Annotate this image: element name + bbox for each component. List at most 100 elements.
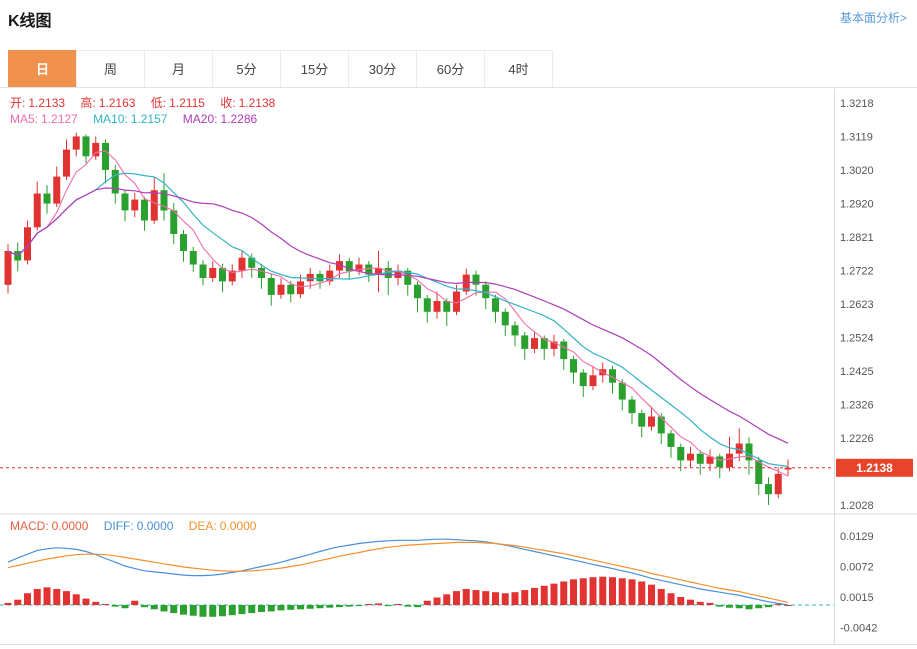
ma10-info: MA10: 1.2157: [93, 112, 167, 126]
dea-line: [7, 541, 789, 603]
candle-body: [687, 453, 694, 461]
price-tick: 1.2920: [840, 199, 874, 211]
macd-bar: [482, 591, 490, 606]
candle-body: [355, 264, 363, 272]
macd-bar: [375, 603, 382, 606]
macd-bar: [618, 578, 626, 606]
macd-bar: [511, 592, 519, 606]
macd-bar: [199, 605, 207, 617]
candle-body: [540, 338, 548, 349]
candle-body: [121, 193, 129, 211]
macd-bar: [160, 605, 168, 612]
candle-body: [170, 210, 178, 234]
candle-body: [33, 193, 41, 228]
macd-bar: [394, 603, 402, 606]
candle-body: [657, 416, 665, 434]
candle-body: [745, 443, 753, 461]
macd-bar: [638, 581, 646, 606]
macd-bar: [141, 605, 148, 608]
candle-body: [316, 273, 324, 282]
price-tick: 1.2028: [840, 500, 874, 512]
candle-body: [726, 453, 733, 468]
dea-value: 0.0000: [219, 519, 257, 533]
ma20-line: [7, 187, 789, 444]
macd-bar: [784, 605, 792, 607]
macd-bar: [33, 588, 41, 606]
macd-bar: [355, 605, 363, 607]
candle-body: [531, 338, 538, 349]
chart-area: 1.3218 1.3119 1.3020 1.2920 1.2821 1.2722 1.26…: [0, 89, 917, 649]
macd-bar: [316, 605, 324, 609]
open-value: 1.2133: [28, 96, 66, 110]
candle-body: [306, 273, 314, 282]
macd-value: 0.0000: [51, 519, 89, 533]
macd-bar: [433, 597, 441, 606]
candle-body: [160, 190, 168, 211]
candle-body: [326, 270, 334, 282]
macd-bar: [258, 605, 265, 612]
kline-chart[interactable]: 1.3218 1.3119 1.3020 1.2920 1.2821 1.2722 1.26…: [0, 89, 917, 649]
price-tick: 1.3119: [840, 131, 873, 143]
candle-body: [414, 284, 421, 299]
high-label: 高:: [80, 96, 96, 110]
macd-bar: [102, 603, 109, 606]
candle-body: [267, 278, 275, 295]
macd-bar: [423, 600, 431, 606]
macd-bar: [765, 605, 772, 608]
macd-bar: [287, 605, 295, 610]
candle-body: [180, 234, 187, 251]
candle-body: [404, 270, 412, 285]
candle-body: [784, 467, 792, 470]
interval-tab-2[interactable]: 周: [76, 50, 145, 87]
diff-line: [7, 538, 789, 606]
macd-bar: [501, 593, 509, 606]
macd-bar: [24, 593, 31, 606]
macd-bar: [209, 605, 217, 617]
macd-axis: 0.0129 0.0072 0.0015 -0.0042: [840, 531, 877, 635]
macd-bar: [531, 587, 538, 606]
candle-body: [287, 284, 295, 295]
interval-tab-5[interactable]: 15分: [280, 50, 349, 87]
macd-bar: [297, 605, 304, 610]
macd-bar: [521, 590, 529, 606]
interval-tab-8[interactable]: 4时: [484, 50, 553, 87]
candle-body: [472, 274, 480, 285]
candle-body: [677, 446, 685, 461]
candle-body: [238, 257, 246, 271]
candle-body: [24, 227, 31, 261]
macd-bar: [131, 600, 139, 606]
interval-tab-4[interactable]: 5分: [212, 50, 281, 87]
low-info: 低: 1.2115: [151, 96, 205, 110]
macd-bar: [4, 602, 12, 606]
candle-body: [228, 270, 236, 282]
candle-body: [219, 267, 226, 282]
candle-body: [501, 311, 509, 326]
macd-bar: [745, 605, 753, 610]
ohlc-info: 开: 1.2133 高: 1.2163 低: 1.2115 收: 1.2138: [10, 94, 287, 111]
candle-body: [92, 142, 100, 157]
ma10-value: 1.2157: [130, 112, 168, 126]
macd-bar: [219, 605, 226, 617]
macd-bar: [755, 605, 763, 609]
macd-bar: [121, 605, 129, 609]
current-price-text: 1.2138: [856, 461, 893, 475]
candle-body: [258, 267, 265, 278]
candle-body: [765, 484, 772, 495]
interval-tab-1[interactable]: 日: [8, 50, 77, 87]
candle-body: [53, 176, 61, 204]
macd-bar: [726, 605, 733, 608]
macd-bar: [180, 605, 187, 615]
macd-bar: [248, 605, 256, 614]
interval-tab-7[interactable]: 60分: [416, 50, 485, 87]
macd-bar: [63, 591, 70, 606]
interval-tab-3[interactable]: 月: [144, 50, 213, 87]
candle-body: [609, 369, 616, 383]
interval-tab-6[interactable]: 30分: [348, 50, 417, 87]
high-value: 1.2163: [98, 96, 136, 110]
macd-bar: [111, 605, 119, 607]
close-value: 1.2138: [238, 96, 276, 110]
fundamental-analysis-link[interactable]: 基本面分析>: [839, 11, 907, 25]
macd-bar: [589, 577, 597, 606]
candle-body: [248, 257, 256, 268]
macd-info: MACD: 0.0000 DIFF: 0.0000 DEA: 0.0000: [10, 519, 268, 533]
